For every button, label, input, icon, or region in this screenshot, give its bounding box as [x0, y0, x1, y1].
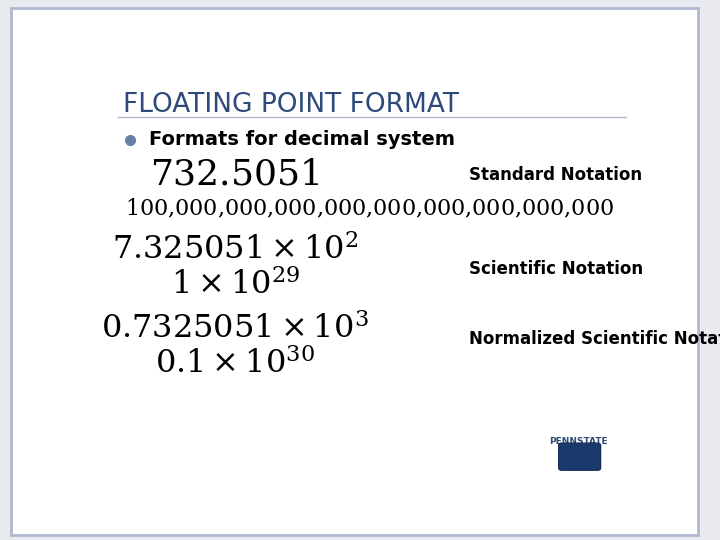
Text: $100{,}000{,}000{,}000{,}000{,}000{,}000{,}000{,}000{,}000$: $100{,}000{,}000{,}000{,}000{,}000{,}000…: [125, 197, 613, 220]
Text: PENNSTATE: PENNSTATE: [549, 437, 608, 445]
Text: Standard Notation: Standard Notation: [469, 166, 642, 184]
Text: $7.325051 \times 10^{2}$: $7.325051 \times 10^{2}$: [112, 234, 359, 266]
Text: FLOATING POINT FORMAT: FLOATING POINT FORMAT: [124, 92, 459, 118]
FancyBboxPatch shape: [559, 443, 600, 470]
Text: Normalized Scientific Notation: Normalized Scientific Notation: [469, 330, 720, 348]
Text: $732.5051$: $732.5051$: [150, 158, 320, 192]
Text: Formats for decimal system: Formats for decimal system: [148, 130, 454, 149]
Text: $0.7325051 \times 10^{3}$: $0.7325051 \times 10^{3}$: [102, 313, 369, 345]
Text: $1 \times 10^{29}$: $1 \times 10^{29}$: [171, 269, 300, 301]
Text: $0.1 \times 10^{30}$: $0.1 \times 10^{30}$: [155, 348, 315, 380]
Text: Scientific Notation: Scientific Notation: [469, 260, 644, 278]
